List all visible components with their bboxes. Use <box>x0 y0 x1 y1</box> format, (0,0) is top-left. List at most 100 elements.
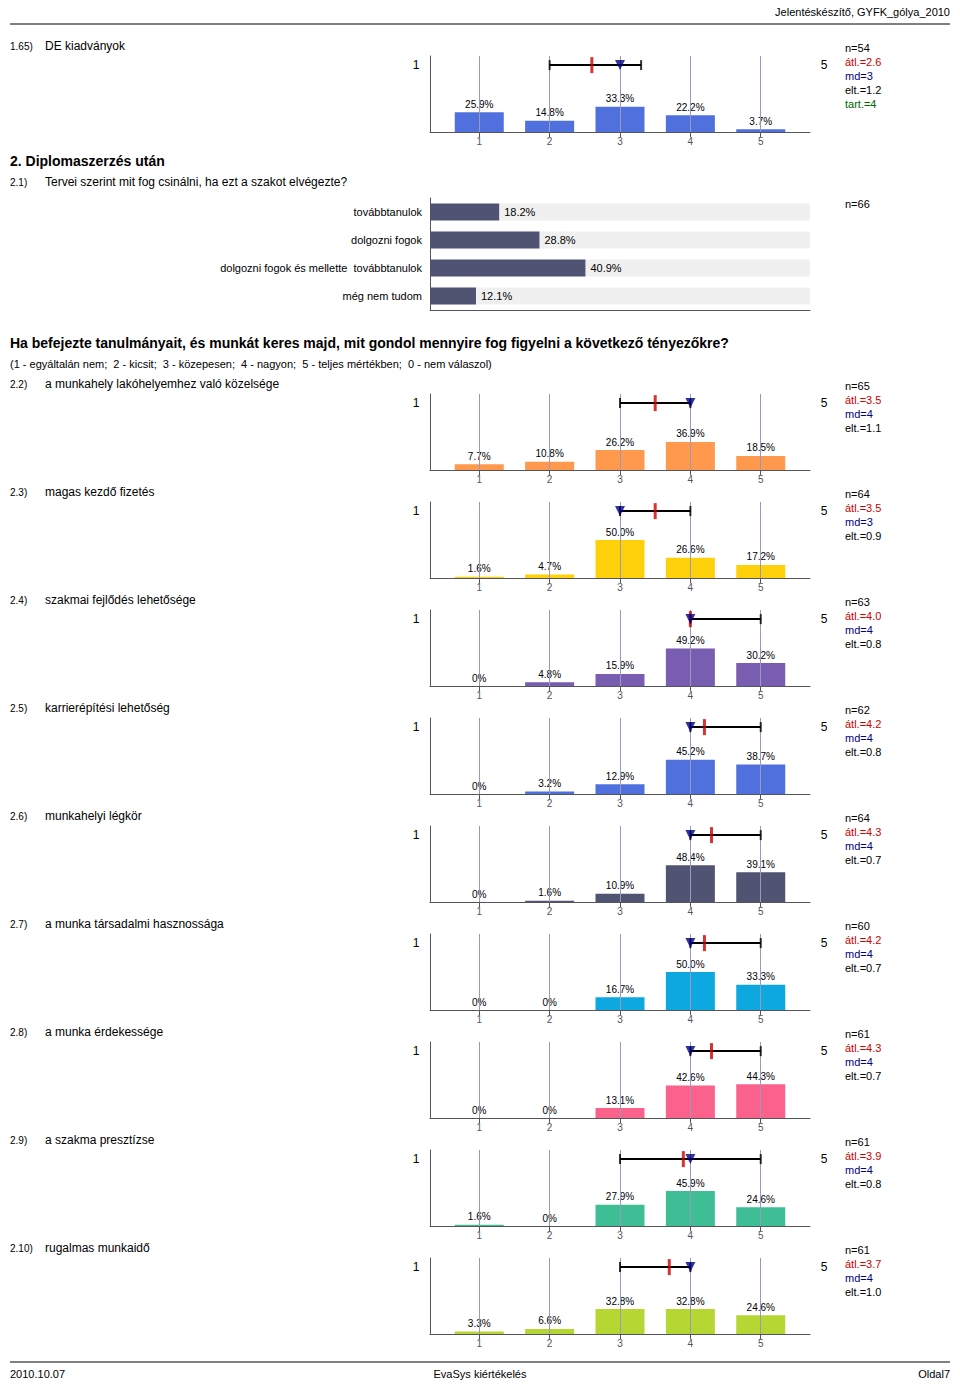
svg-text:4: 4 <box>688 1338 694 1349</box>
svg-text:5: 5 <box>758 474 764 485</box>
svg-text:1: 1 <box>476 474 482 485</box>
svg-text:5: 5 <box>821 1044 828 1058</box>
svg-text:dolgozni fogok: dolgozni fogok <box>351 234 422 246</box>
svg-text:5: 5 <box>821 1260 828 1274</box>
svg-text:2.2): 2.2) <box>10 379 27 390</box>
svg-text:5: 5 <box>821 828 828 842</box>
svg-text:1: 1 <box>413 828 420 842</box>
svg-text:3: 3 <box>617 474 623 485</box>
svg-text:karrierépítési lehetőség: karrierépítési lehetőség <box>45 701 170 715</box>
svg-text:1: 1 <box>413 396 420 410</box>
svg-text:1: 1 <box>476 1014 482 1025</box>
svg-text:3: 3 <box>617 1122 623 1133</box>
svg-text:4: 4 <box>688 474 694 485</box>
svg-text:5: 5 <box>758 1014 764 1025</box>
svg-text:elt.=1.1: elt.=1.1 <box>845 422 881 434</box>
svg-text:átl.=2.6: átl.=2.6 <box>845 56 881 68</box>
svg-text:1: 1 <box>413 504 420 518</box>
svg-text:md=3: md=3 <box>845 516 873 528</box>
svg-text:5: 5 <box>758 906 764 917</box>
svg-text:1: 1 <box>413 1260 420 1274</box>
svg-text:3: 3 <box>617 1014 623 1025</box>
svg-text:elt.=0.7: elt.=0.7 <box>845 854 881 866</box>
svg-text:5: 5 <box>821 396 828 410</box>
svg-text:1.65): 1.65) <box>10 41 33 52</box>
svg-text:n=62: n=62 <box>845 704 870 716</box>
svg-text:5: 5 <box>758 798 764 809</box>
svg-text:5: 5 <box>758 690 764 701</box>
svg-text:5: 5 <box>821 58 828 72</box>
svg-text:dolgozni fogok és mellette to: dolgozni fogok és mellette továbbtanulok <box>220 262 422 274</box>
svg-text:4: 4 <box>688 906 694 917</box>
svg-text:2.9): 2.9) <box>10 1135 27 1146</box>
svg-text:2: 2 <box>547 474 553 485</box>
svg-text:átl.=4.2: átl.=4.2 <box>845 934 881 946</box>
svg-text:4: 4 <box>688 136 694 147</box>
svg-text:5: 5 <box>758 1122 764 1133</box>
svg-text:md=4: md=4 <box>845 948 873 960</box>
svg-text:n=61: n=61 <box>845 1028 870 1040</box>
svg-text:2.8): 2.8) <box>10 1027 27 1038</box>
svg-text:Tervei szerint mit fog csináln: Tervei szerint mit fog csinálni, ha ezt … <box>45 175 347 189</box>
svg-text:5: 5 <box>758 582 764 593</box>
svg-text:1: 1 <box>476 690 482 701</box>
svg-text:tart.=4: tart.=4 <box>845 98 877 110</box>
svg-text:5: 5 <box>821 936 828 950</box>
svg-text:átl.=3.5: átl.=3.5 <box>845 394 881 406</box>
svg-text:5: 5 <box>821 720 828 734</box>
svg-text:3: 3 <box>617 1230 623 1241</box>
svg-text:Jelentéskészítő, GYFK_gólya_20: Jelentéskészítő, GYFK_gólya_2010 <box>775 6 950 18</box>
svg-text:3: 3 <box>617 906 623 917</box>
svg-text:1: 1 <box>476 798 482 809</box>
svg-text:2: 2 <box>547 798 553 809</box>
svg-text:átl.=3.7: átl.=3.7 <box>845 1258 881 1270</box>
svg-text:5: 5 <box>821 612 828 626</box>
svg-text:átl.=4.0: átl.=4.0 <box>845 610 881 622</box>
svg-text:2: 2 <box>547 1338 553 1349</box>
svg-text:magas kezdő fizetés: magas kezdő fizetés <box>45 485 154 499</box>
svg-text:1: 1 <box>476 906 482 917</box>
svg-text:DE kiadványok: DE kiadványok <box>45 39 126 53</box>
svg-text:1: 1 <box>476 1122 482 1133</box>
svg-text:28.8%: 28.8% <box>544 234 575 246</box>
svg-text:2: 2 <box>547 1230 553 1241</box>
svg-text:12.1%: 12.1% <box>481 290 512 302</box>
svg-text:1: 1 <box>476 136 482 147</box>
svg-text:elt.=1.0: elt.=1.0 <box>845 1286 881 1298</box>
svg-text:2.4): 2.4) <box>10 595 27 606</box>
svg-text:5: 5 <box>758 1230 764 1241</box>
svg-text:4: 4 <box>688 690 694 701</box>
svg-text:1: 1 <box>413 58 420 72</box>
svg-text:átl.=4.3: átl.=4.3 <box>845 826 881 838</box>
svg-text:n=64: n=64 <box>845 812 870 824</box>
svg-text:(1 - egyáltalán nem; 2 - kics: (1 - egyáltalán nem; 2 - kicsit; 3 - köz… <box>10 358 492 370</box>
svg-text:1: 1 <box>476 1338 482 1349</box>
svg-text:még nem tudom: még nem tudom <box>343 290 422 302</box>
svg-text:2: 2 <box>547 906 553 917</box>
svg-text:elt.=0.9: elt.=0.9 <box>845 530 881 542</box>
svg-text:n=61: n=61 <box>845 1136 870 1148</box>
svg-text:3: 3 <box>617 798 623 809</box>
svg-text:elt.=1.2: elt.=1.2 <box>845 84 881 96</box>
svg-text:1: 1 <box>476 1230 482 1241</box>
svg-text:átl.=3.9: átl.=3.9 <box>845 1150 881 1162</box>
svg-text:n=61: n=61 <box>845 1244 870 1256</box>
svg-text:átl.=4.2: átl.=4.2 <box>845 718 881 730</box>
svg-text:md=4: md=4 <box>845 1272 873 1284</box>
svg-text:3: 3 <box>617 1338 623 1349</box>
svg-text:elt.=0.8: elt.=0.8 <box>845 1178 881 1190</box>
svg-text:3: 3 <box>617 690 623 701</box>
svg-text:2: 2 <box>547 136 553 147</box>
svg-text:n=66: n=66 <box>845 198 870 210</box>
svg-text:1: 1 <box>476 582 482 593</box>
svg-text:Oldal7: Oldal7 <box>918 1368 950 1380</box>
svg-text:1: 1 <box>413 612 420 626</box>
svg-text:rugalmas munkaidő: rugalmas munkaidő <box>45 1241 150 1255</box>
svg-text:4: 4 <box>688 1230 694 1241</box>
svg-text:4: 4 <box>688 582 694 593</box>
svg-text:md=4: md=4 <box>845 840 873 852</box>
svg-text:md=4: md=4 <box>845 1056 873 1068</box>
svg-text:n=54: n=54 <box>845 42 870 54</box>
svg-text:md=3: md=3 <box>845 70 873 82</box>
svg-text:a munkahely lakóhelyemhez való: a munkahely lakóhelyemhez való közelsége <box>45 377 279 391</box>
